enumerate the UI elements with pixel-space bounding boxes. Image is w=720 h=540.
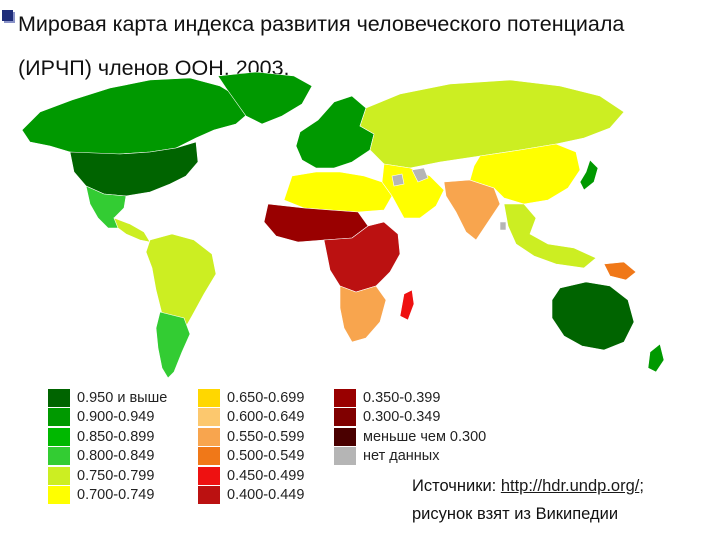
legend-item: 0.700-0.749 <box>48 486 167 506</box>
legend-label: 0.950 и выше <box>77 389 168 406</box>
legend-label: 0.550-0.599 <box>227 428 305 445</box>
legend-swatch <box>198 486 220 505</box>
sources-line-2: рисунок взят из Википедии <box>412 505 619 523</box>
world-map <box>0 72 720 384</box>
map-region-europe <box>295 95 375 169</box>
legend-item: 0.800-0.849 <box>48 447 167 467</box>
legend-item: 0.850-0.899 <box>48 427 167 447</box>
legend-label: 0.300-0.349 <box>363 409 441 426</box>
legend-swatch <box>48 486 70 505</box>
map-region-north-america-north <box>21 77 251 157</box>
legend-swatch <box>48 466 70 485</box>
legend-item: 0.650-0.699 <box>198 388 304 408</box>
legend-label: нет данных <box>363 448 440 465</box>
legend-item: меньше чем 0.300 <box>334 427 486 447</box>
legend-swatch <box>334 408 356 427</box>
map-region-china <box>469 143 581 205</box>
legend-item: 0.350-0.399 <box>334 388 486 408</box>
legend-label: 0.850-0.899 <box>77 428 155 445</box>
sources-link[interactable]: http://hdr.undp.org/ <box>500 477 640 495</box>
legend-label: 0.700-0.749 <box>77 487 155 504</box>
map-region-central-america <box>113 217 151 243</box>
map-region-central-africa <box>323 221 401 293</box>
title-bullet <box>2 10 13 21</box>
legend-item: 0.900-0.949 <box>48 408 167 428</box>
legend-item: 0.500-0.549 <box>198 447 304 467</box>
legend-swatch <box>48 408 70 427</box>
page-title: Мировая карта индекса развития человечес… <box>18 2 718 90</box>
map-region-new-zealand <box>647 343 665 373</box>
legend-item: 0.750-0.799 <box>48 466 167 486</box>
legend-label: 0.800-0.849 <box>77 448 155 465</box>
legend-label: 0.750-0.799 <box>77 467 155 484</box>
legend-label: 0.600-0.649 <box>227 409 305 426</box>
legend-item: 0.550-0.599 <box>198 427 304 447</box>
map-region-north-africa <box>283 171 393 213</box>
map-region-southeast-asia <box>503 203 597 269</box>
legend-swatch <box>198 388 220 407</box>
legend-label: 0.350-0.399 <box>363 389 441 406</box>
map-region-japan <box>579 159 599 191</box>
legend-item: 0.600-0.649 <box>198 408 304 428</box>
map-region-greenland <box>217 72 313 125</box>
sources-prefix: Источники: <box>412 477 501 495</box>
world-map-svg <box>21 72 665 379</box>
map-region-papua <box>603 261 637 281</box>
legend-swatch <box>334 427 356 446</box>
sources-note: Источники: http://hdr.undp.org/; рисунок… <box>412 472 644 528</box>
legend-label: 0.400-0.449 <box>227 487 305 504</box>
legend-label: 0.500-0.549 <box>227 448 305 465</box>
map-region-no-data <box>391 167 507 231</box>
sources-suffix: ; <box>639 477 644 495</box>
legend-item: 0.400-0.449 <box>198 486 304 506</box>
legend-item: нет данных <box>334 447 486 467</box>
legend-swatch <box>198 408 220 427</box>
legend-column-1: 0.950 и выше 0.900-0.949 0.850-0.899 0.800-… <box>48 388 167 505</box>
legend-swatch <box>48 427 70 446</box>
legend-swatch <box>334 447 356 466</box>
legend-label: 0.450-0.499 <box>227 467 305 484</box>
map-region-madagascar <box>399 289 415 321</box>
legend-item: 0.450-0.499 <box>198 466 304 486</box>
legend-column-2: 0.650-0.699 0.600-0.649 0.550-0.599 0.500-0… <box>198 388 304 505</box>
legend-swatch <box>48 447 70 466</box>
map-region-south-asia <box>443 179 501 241</box>
legend-swatch <box>48 388 70 407</box>
legend-label: 0.900-0.949 <box>77 409 155 426</box>
map-region-argentina-chile <box>155 311 191 379</box>
legend-swatch <box>334 388 356 407</box>
legend-label: меньше чем 0.300 <box>363 428 487 445</box>
sources-line-1: Источники: http://hdr.undp.org/; <box>412 472 644 500</box>
map-region-southern-africa <box>339 285 387 343</box>
legend-item: 0.950 и выше <box>48 388 167 408</box>
legend-item: 0.300-0.349 <box>334 408 486 428</box>
legend-swatch <box>198 466 220 485</box>
title-line-1: Мировая карта индекса развития человечес… <box>18 12 625 36</box>
map-region-australia <box>551 281 635 351</box>
map-region-south-america <box>145 233 217 331</box>
legend-swatch <box>198 447 220 466</box>
legend-column-3: 0.350-0.399 0.300-0.349 меньше чем 0.300 не… <box>334 388 486 466</box>
legend-swatch <box>198 427 220 446</box>
legend-label: 0.650-0.699 <box>227 389 305 406</box>
